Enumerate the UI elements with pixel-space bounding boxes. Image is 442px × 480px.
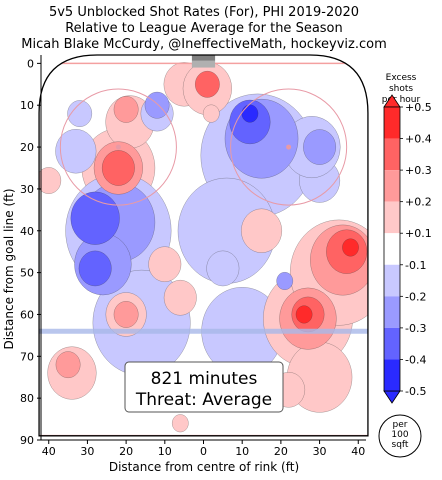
colorbar-swatch	[384, 264, 400, 297]
x-tick-label: 10	[235, 445, 249, 458]
faceoff-circle-left	[59, 88, 177, 206]
colorbar-label: +0.4	[405, 133, 432, 146]
x-axis-label: Distance from centre of rink (ft)	[109, 460, 299, 474]
y-tick-label: 90	[20, 434, 34, 447]
x-axis-ticks: 40 30 20 10 0 10 20 30 40	[42, 440, 365, 458]
unit-line: 100	[391, 430, 408, 440]
x-tick-label: 20	[119, 445, 133, 458]
heatmap-contour	[67, 100, 93, 127]
colorbar-frame	[383, 106, 401, 392]
heatmap-contour	[342, 238, 359, 257]
heatmap-contour	[101, 150, 135, 186]
y-tick-label: 10	[20, 99, 34, 112]
y-tick-label: 20	[20, 141, 34, 154]
chart-title-line: 5v5 Unblocked Shot Rates (For), PHI 2019…	[49, 5, 359, 20]
heatmap-contour	[55, 129, 97, 174]
heatmap-contour	[241, 208, 283, 253]
x-tick-label: 40	[42, 445, 56, 458]
chart-title-line: Relative to League Average for the Seaso…	[65, 21, 343, 36]
unit-line: sqft	[392, 440, 409, 450]
y-tick-label: 50	[20, 267, 34, 280]
heatmap-contour	[295, 305, 313, 324]
y-tick-label: 60	[20, 308, 34, 321]
heatmap-contour	[241, 104, 259, 123]
colorbar-label: -0.2	[405, 290, 426, 303]
x-tick-label: 30	[80, 445, 94, 458]
colorbar-label: +0.5	[405, 101, 432, 114]
goal-net	[191, 55, 216, 61]
colorbar-label: +0.1	[405, 227, 432, 240]
y-tick-label: 0	[27, 57, 34, 70]
colorbar-label: -0.5	[405, 385, 426, 398]
heatmap-contour	[113, 301, 139, 328]
y-tick-label: 80	[20, 392, 34, 405]
heatmap-contour	[202, 104, 220, 123]
rink-plot	[38, 54, 369, 441]
colorbar-swatch	[384, 359, 400, 391]
goal-crease	[191, 60, 216, 68]
unit-badge	[378, 414, 422, 458]
heatmap-contour	[171, 414, 189, 433]
heatmap-contour	[163, 279, 197, 316]
heatmap-contour	[194, 70, 220, 98]
heatmap-contour	[303, 129, 337, 165]
faceoff-dot-right	[286, 144, 292, 150]
colorbar-title-line: Excess	[386, 73, 417, 83]
faceoff-dot-left	[115, 144, 121, 150]
heatmap-contour	[144, 91, 170, 119]
heatmap-contour	[206, 250, 240, 287]
x-tick-label: 10	[158, 445, 172, 458]
heatmap-contour	[55, 351, 81, 379]
colorbar-swatch	[384, 296, 400, 328]
heatmap	[39, 55, 368, 436]
faceoff-circle-right	[230, 88, 348, 206]
colorbar-label: -0.1	[405, 259, 426, 272]
colorbar-swatch	[384, 107, 400, 139]
x-tick-label: 20	[274, 445, 288, 458]
x-tick-label: 0	[200, 445, 207, 458]
heatmap-contour	[113, 96, 139, 123]
colorbar-swatch	[384, 327, 400, 360]
y-tick-label: 40	[20, 225, 34, 238]
heatmap-contour	[39, 167, 62, 194]
colorbar-swatch	[384, 138, 400, 171]
chart-title-line: Micah Blake McCurdy, @IneffectiveMath, h…	[21, 37, 387, 52]
colorbar-label: +0.2	[405, 196, 432, 209]
y-axis-ticks: 0 10 20 30 40 50 60 70 80 90	[20, 57, 41, 447]
colorbar-label: -0.3	[405, 322, 426, 335]
colorbar-arrow-bottom	[383, 390, 401, 404]
colorbar-swatch	[384, 201, 400, 234]
y-tick-label: 30	[20, 183, 34, 196]
chart-title: 5v5 Unblocked Shot Rates (For), PHI 2019…	[21, 5, 387, 52]
y-axis-label: Distance from goal line (ft)	[2, 188, 16, 349]
annotation-line: Threat: Average	[135, 390, 272, 410]
colorbar-label: -0.4	[405, 353, 426, 366]
unit-line: per	[393, 420, 408, 430]
heatmap-contour	[276, 271, 294, 290]
heatmap-contour	[70, 191, 120, 245]
y-tick-label: 70	[20, 350, 34, 363]
x-tick-label: 30	[313, 445, 327, 458]
heatmap-contour	[148, 246, 182, 283]
x-tick-label: 40	[351, 445, 365, 458]
colorbar-title-line: shots	[389, 84, 413, 94]
annotation-box	[124, 361, 284, 413]
colorbar-swatch	[384, 170, 400, 202]
rink-boards	[38, 54, 369, 437]
annotation-line: 821 minutes	[151, 369, 258, 389]
colorbar-swatch	[384, 233, 400, 265]
heatmap-contour	[78, 250, 112, 287]
colorbar-label: +0.3	[405, 164, 432, 177]
colorbar-title-line: per hour	[382, 95, 421, 105]
